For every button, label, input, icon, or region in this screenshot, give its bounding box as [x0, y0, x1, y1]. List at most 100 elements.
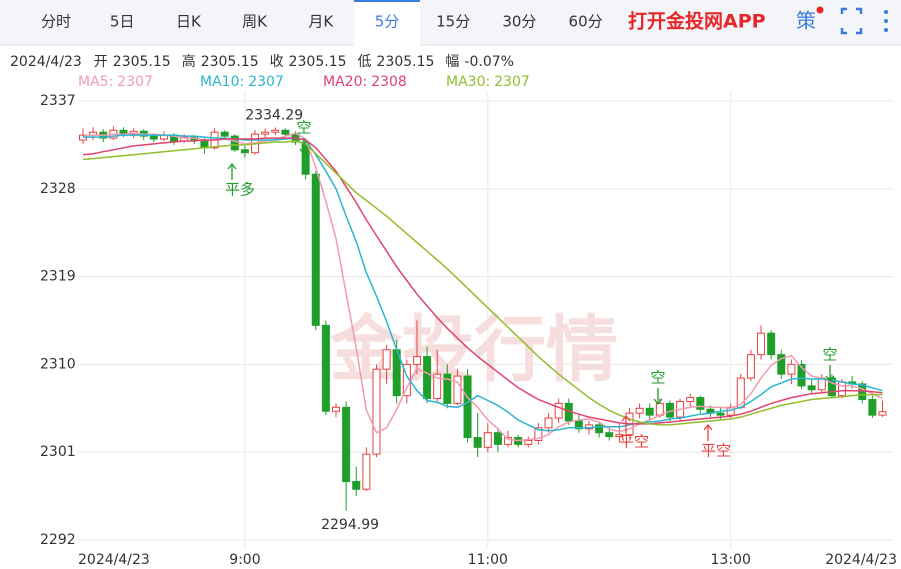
- candle-body: [311, 173, 320, 326]
- ma-line: [82, 132, 883, 442]
- candle-body: [524, 439, 533, 445]
- signal-arrowhead: [621, 414, 631, 422]
- candle-body: [787, 363, 796, 375]
- candle-body: [554, 402, 563, 419]
- signal: 平空: [701, 442, 731, 460]
- tab[interactable]: 周K: [242, 13, 268, 31]
- tab[interactable]: 5日: [110, 13, 135, 31]
- high-label: 2334.29: [245, 107, 303, 123]
- signal-arrowhead: [227, 162, 237, 170]
- legend-name: MA10:: [200, 74, 244, 90]
- tab[interactable]: 60分: [569, 13, 603, 31]
- y-tick-label: 2328: [40, 181, 76, 197]
- quote-date: 2024/4/23: [10, 54, 82, 70]
- candle-body: [149, 135, 158, 140]
- ma-line: [83, 134, 883, 432]
- signal: 平多: [225, 181, 255, 199]
- fullscreen-icon[interactable]: [840, 7, 863, 35]
- low-label: 2294.99: [321, 517, 379, 533]
- candle-body: [200, 139, 209, 149]
- strategy[interactable]: 策: [796, 9, 816, 33]
- quote-label: 开: [94, 54, 108, 70]
- candle-body: [342, 406, 351, 482]
- candle-body: [777, 354, 786, 375]
- quote-value: 2305.15: [289, 54, 347, 70]
- candle-body: [868, 399, 877, 416]
- candle-body: [332, 406, 340, 412]
- tab[interactable]: 15分: [436, 13, 470, 31]
- ma-line: [82, 140, 883, 426]
- x-tick-label: 13:00: [711, 552, 751, 568]
- quote-value: 2305.15: [377, 54, 435, 70]
- candle-body: [271, 129, 280, 133]
- promo[interactable]: 打开金投网APP: [628, 10, 766, 33]
- candle-body: [696, 397, 705, 410]
- candle-body: [686, 397, 695, 402]
- signal-arrowhead: [703, 423, 713, 431]
- ma-line: [82, 137, 883, 425]
- candle-body: [595, 424, 604, 434]
- signal-arrowhead: [299, 148, 309, 156]
- legend-name: MA5:: [78, 74, 113, 90]
- legend-value: 2307: [248, 74, 284, 90]
- y-tick-label: 2301: [40, 444, 76, 460]
- candle-body: [757, 332, 766, 356]
- quote-value: 2305.15: [201, 54, 259, 70]
- x-tick-label: 9:00: [229, 552, 260, 568]
- quote-value: 2305.15: [113, 54, 171, 70]
- candle-body: [281, 129, 290, 135]
- tab[interactable]: 日K: [176, 13, 202, 31]
- signal: 空: [822, 346, 837, 364]
- candle-body: [362, 453, 371, 490]
- candle-body: [645, 407, 654, 416]
- candle-body: [321, 324, 330, 412]
- quote-label: 高: [182, 53, 196, 70]
- candle-body: [372, 368, 381, 455]
- candle-body: [716, 412, 725, 416]
- signal: 空: [650, 369, 665, 387]
- more-icon[interactable]: [884, 10, 888, 32]
- y-tick-label: 2319: [40, 269, 76, 285]
- legend-name: MA20:: [323, 74, 367, 90]
- candle-body: [220, 131, 229, 137]
- x-tick-label: 2024/4/23: [825, 552, 897, 568]
- candle-body: [736, 377, 745, 408]
- legend-value: 2307: [494, 74, 530, 90]
- candle-body: [240, 149, 249, 154]
- candle-body: [261, 131, 270, 135]
- candle-body: [534, 427, 543, 441]
- candle-body: [352, 480, 361, 490]
- y-tick-label: 2310: [40, 356, 76, 372]
- candle-body: [615, 434, 624, 438]
- tab-indicator: [354, 0, 420, 2]
- candle-body: [544, 417, 553, 429]
- candle-body: [797, 363, 806, 387]
- tab[interactable]: 30分: [502, 13, 536, 31]
- tab-selected: [354, 0, 420, 46]
- candle-body: [838, 381, 846, 397]
- legend-name: MA30:: [446, 74, 490, 90]
- tab[interactable]: 月K: [308, 13, 334, 31]
- candle-body: [605, 432, 614, 438]
- watermark: 金投行情: [329, 308, 618, 392]
- legend-value: 2307: [117, 74, 153, 90]
- legend-value: 2308: [371, 74, 407, 90]
- candle-body: [746, 354, 755, 379]
- tab[interactable]: 5分: [375, 13, 400, 31]
- candle-body: [504, 437, 513, 445]
- candle-body: [635, 407, 644, 414]
- candle-body: [807, 385, 816, 391]
- candle-body: [453, 375, 462, 404]
- signal: 空: [296, 119, 311, 137]
- y-tick-label: 2292: [40, 532, 76, 548]
- candle-body: [433, 373, 442, 400]
- quote-label: 收: [270, 54, 284, 70]
- candle-body: [443, 373, 452, 404]
- candle-body: [230, 135, 239, 151]
- candle-body: [767, 332, 776, 356]
- signal: 平空: [619, 433, 649, 451]
- badge: [816, 6, 824, 14]
- tab[interactable]: 分时: [41, 13, 71, 31]
